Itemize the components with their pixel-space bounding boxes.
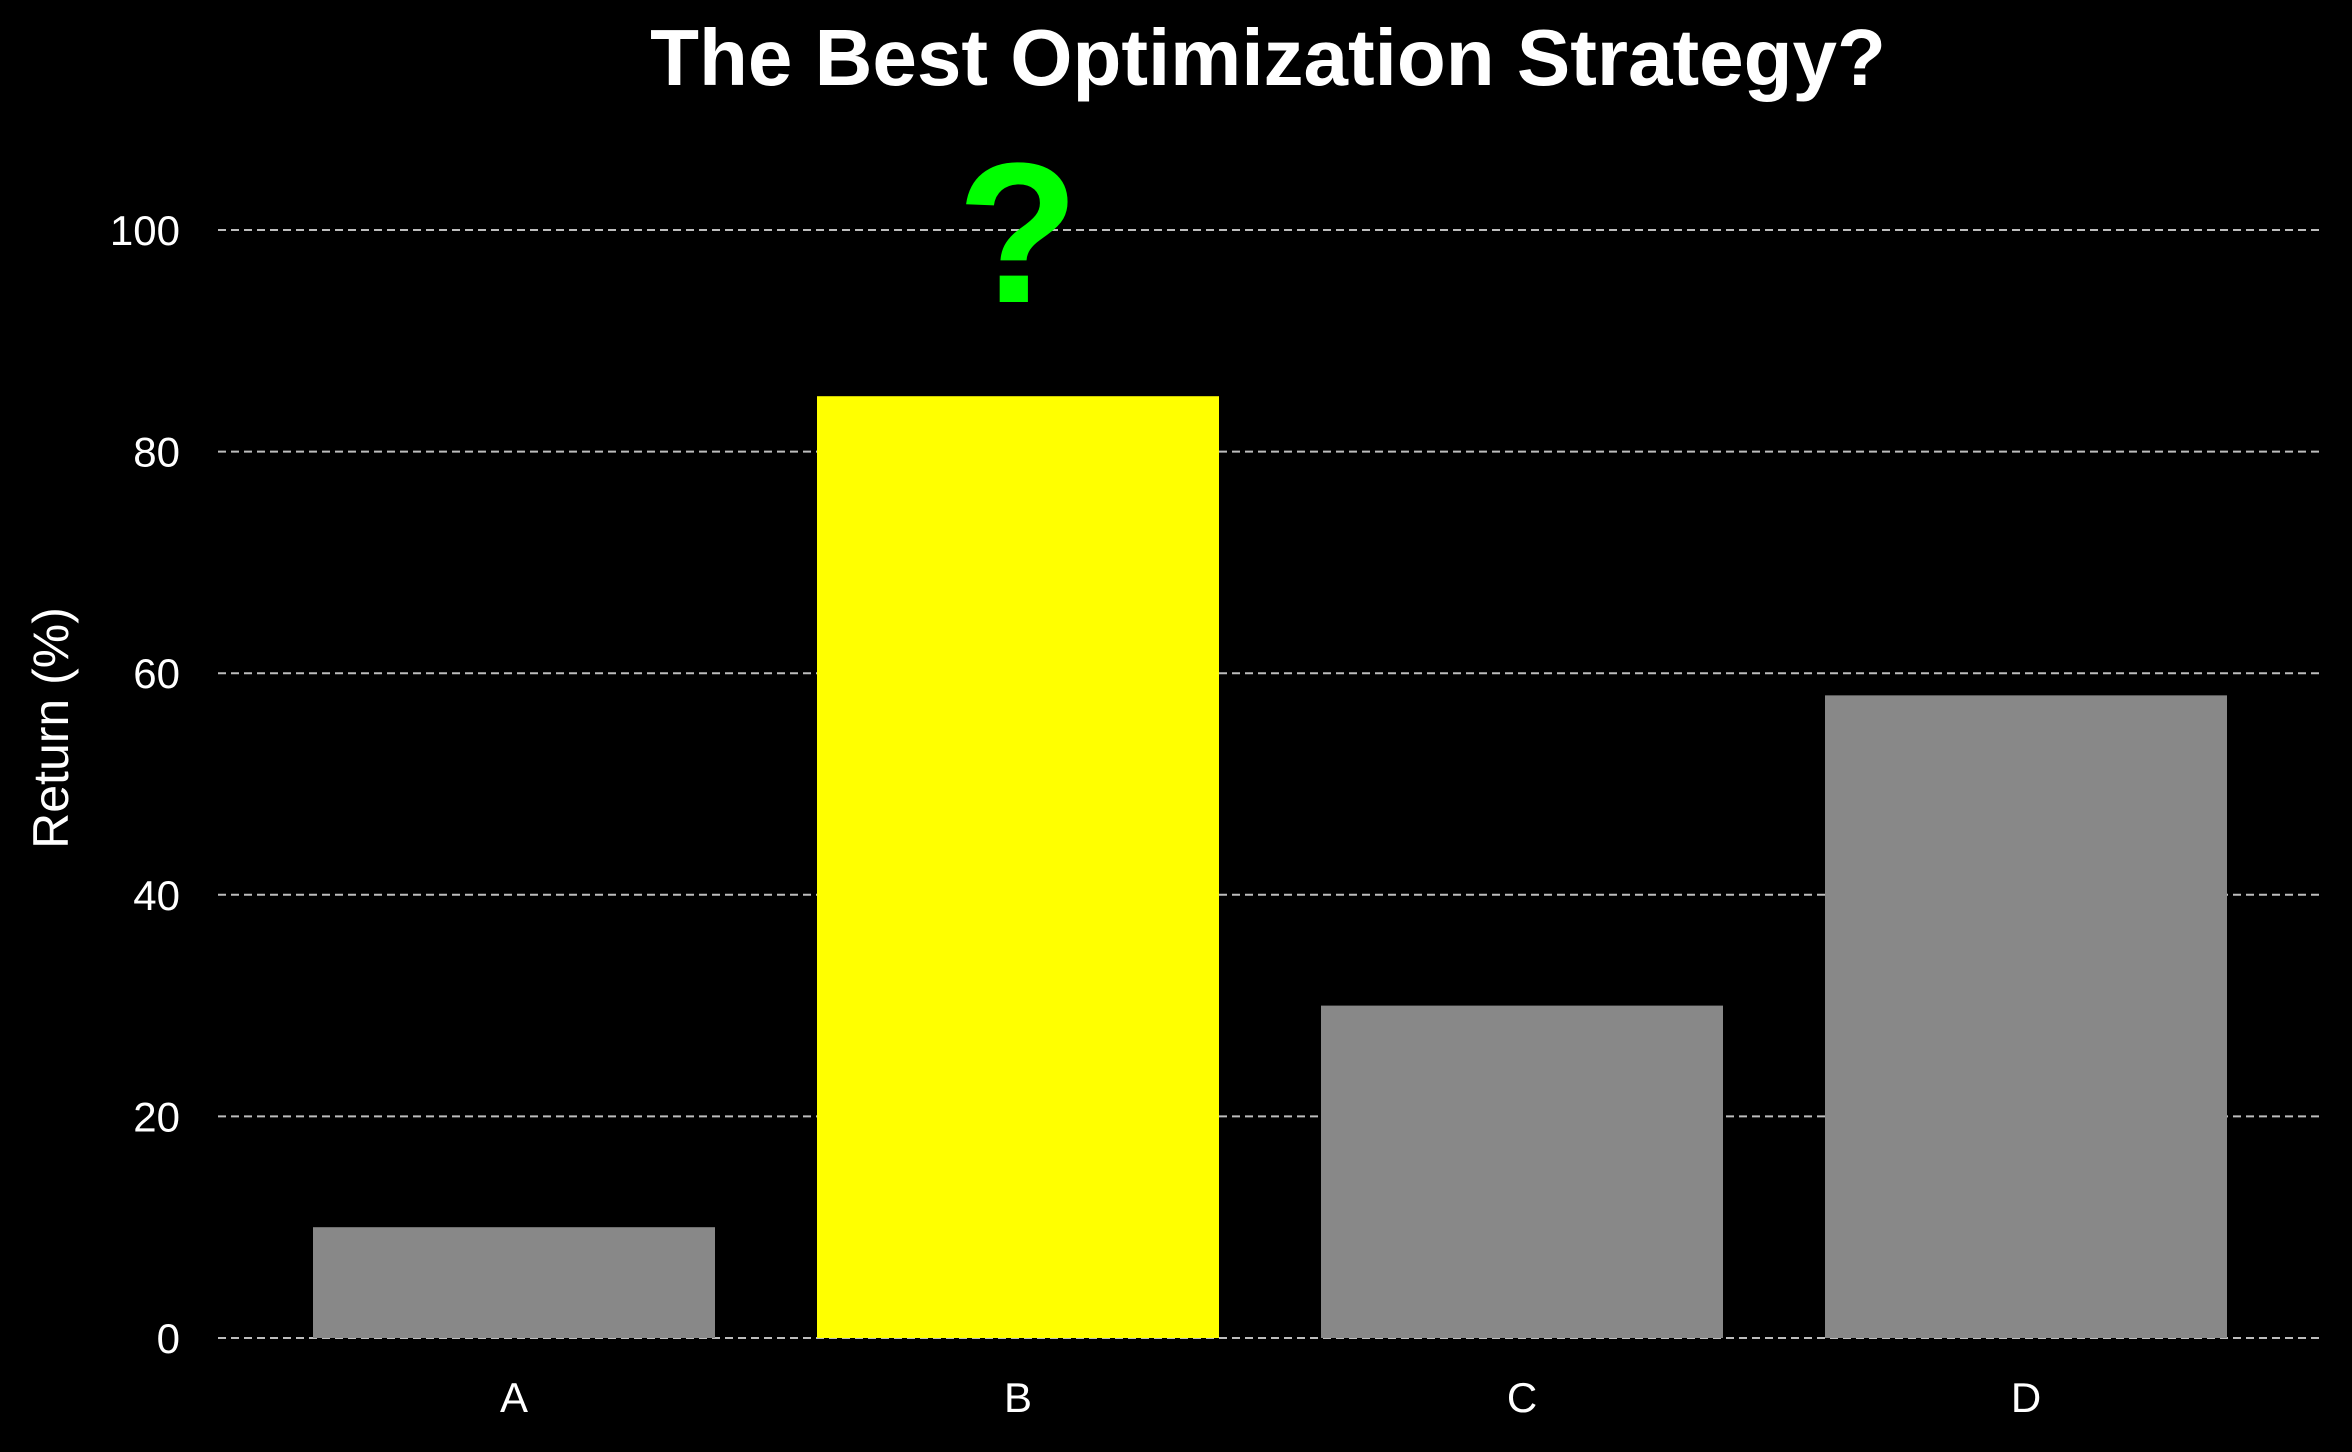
x-tick-label-c: C	[1507, 1374, 1537, 1421]
y-axis-label: Return (%)	[23, 607, 79, 849]
annotations: ?	[957, 122, 1079, 345]
y-tick-label-40: 40	[133, 872, 180, 919]
bar-d	[1825, 695, 2227, 1338]
x-axis-ticks: A B C D	[500, 1374, 2041, 1421]
bars	[313, 396, 2227, 1338]
x-tick-label-b: B	[1004, 1374, 1032, 1421]
bar-a	[313, 1227, 715, 1338]
bar-c	[1321, 1005, 1723, 1338]
y-tick-label-80: 80	[133, 429, 180, 476]
x-tick-label-d: D	[2011, 1374, 2041, 1421]
x-tick-label-a: A	[500, 1374, 528, 1421]
chart-title: The Best Optimization Strategy?	[650, 13, 1886, 102]
y-tick-label-0: 0	[157, 1315, 180, 1362]
y-tick-label-60: 60	[133, 650, 180, 697]
y-axis-ticks: 0 20 40 60 80 100	[110, 207, 180, 1362]
bar-b	[817, 396, 1219, 1338]
y-tick-label-20: 20	[133, 1093, 180, 1140]
y-tick-label-100: 100	[110, 207, 180, 254]
question-mark-annotation: ?	[957, 122, 1079, 345]
